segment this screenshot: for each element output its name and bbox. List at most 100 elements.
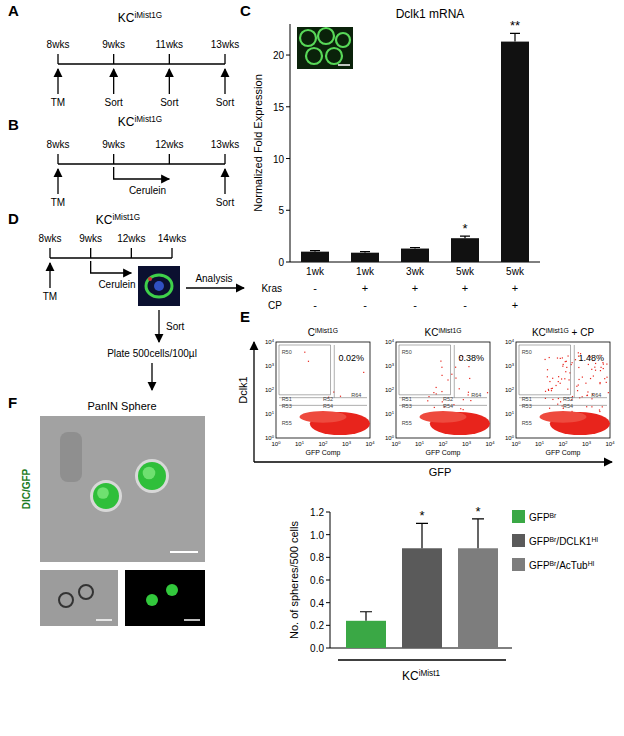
gate-label: R53: [522, 403, 532, 409]
x-axis-title: GFP Comp: [306, 449, 341, 457]
row-value: -: [463, 299, 467, 311]
timepoint-label: 13wks: [211, 139, 239, 150]
superscript: 2: [325, 440, 328, 445]
bar: [458, 548, 498, 648]
event-texture: [436, 393, 437, 394]
gate-label: R51: [282, 396, 292, 402]
legend-swatch: [512, 510, 525, 523]
gate-label: R53: [402, 403, 412, 409]
event-texture: [469, 378, 470, 379]
event-cloud: [420, 411, 467, 423]
sort-label: Sort: [166, 321, 185, 332]
event-texture: [547, 376, 548, 377]
event-texture: [562, 366, 563, 367]
event-arrow: [57, 69, 58, 94]
error-bar: [416, 523, 428, 548]
scale-bar: [338, 64, 350, 66]
bar: [451, 238, 479, 262]
superscript: 3: [349, 440, 352, 445]
sphere: [166, 584, 178, 596]
timeline-title: KCiMist1G: [96, 213, 140, 228]
event-label: TM: [51, 97, 65, 108]
x-tick-label: 100: [512, 440, 522, 448]
superscript: 3: [272, 362, 275, 367]
superscript: iMist1G: [134, 11, 162, 20]
event-texture: [576, 386, 577, 387]
y-tick-label: 102: [265, 386, 275, 394]
x-tick-label: 100: [392, 440, 402, 448]
image-detail: [59, 593, 73, 607]
gate-label: R64: [591, 392, 601, 398]
legend-label: GFPBr/DCLK1HI: [529, 536, 598, 548]
event-texture: [587, 395, 588, 396]
y-tick-label: 0.0: [310, 643, 324, 654]
event-texture: [436, 387, 437, 388]
event-texture: [451, 374, 452, 375]
error-bar: [510, 33, 520, 41]
y-tick-label: 20: [273, 50, 285, 61]
x-tick-label: 102: [319, 440, 329, 448]
text-part: KC: [425, 327, 439, 338]
event-texture: [557, 404, 558, 405]
sphere: [93, 483, 119, 509]
panel-label: D: [8, 210, 19, 227]
timeline-tick: [57, 54, 58, 64]
x-tick-label: 104: [606, 440, 616, 448]
event-texture: [586, 395, 587, 396]
image-title: PanIN Sphere: [87, 400, 156, 412]
span-label: Cerulein: [98, 279, 135, 290]
event-cloud: [540, 411, 587, 423]
event-label: Sort: [104, 97, 123, 108]
superscript: iMist1G: [134, 115, 162, 124]
gate-label: R55: [282, 420, 292, 426]
image-detail: [143, 467, 156, 480]
row-value: +: [362, 282, 368, 294]
x-axis-label: KCiMist1: [402, 669, 440, 684]
superscript: 2: [272, 386, 275, 391]
image-detail: [60, 432, 82, 482]
event-texture: [588, 364, 589, 365]
y-tick-label: 100: [505, 434, 515, 442]
plot-frame: [516, 342, 610, 438]
event-label: Sort: [216, 97, 235, 108]
significance: **: [510, 18, 520, 33]
x-tick-label: 104: [366, 440, 376, 448]
x-axis-label: GFP: [429, 466, 452, 478]
event-texture: [608, 392, 609, 393]
superscript: 0: [512, 434, 515, 439]
significance: *: [475, 504, 480, 519]
row-value: +: [512, 299, 518, 311]
event-label: Sort: [216, 197, 235, 208]
row-value: +: [512, 282, 518, 294]
panel-label: E: [240, 308, 250, 325]
y-axis-label: No. of spheres/500 cells: [288, 520, 300, 639]
bars: [301, 33, 529, 262]
plate-arrow: [151, 363, 152, 390]
event-texture: [561, 378, 562, 379]
text-part: GFP: [529, 560, 550, 571]
scale-bar: [184, 619, 200, 621]
bar: [401, 249, 429, 262]
timepoint-label: 9wks: [102, 39, 125, 50]
y-tick-label: 103: [265, 362, 275, 370]
superscript: 3: [512, 362, 515, 367]
event-texture: [560, 401, 561, 402]
y-tick-label: 10: [273, 154, 285, 165]
legend-swatch: [512, 534, 525, 547]
event-texture: [552, 399, 553, 400]
y-tick-label: 104: [385, 338, 395, 346]
analysis-arrow: [186, 287, 244, 288]
x-tick-label: 100: [272, 440, 282, 448]
gate-label: R54: [563, 403, 573, 409]
event-texture: [440, 361, 441, 362]
y-tick-label: 101: [505, 410, 515, 418]
event-texture: [562, 357, 563, 358]
text-part: C: [308, 327, 315, 338]
superscript: 4: [372, 440, 375, 445]
y-tick-label: 102: [505, 386, 515, 394]
plot-frame: [276, 342, 370, 438]
event-texture: [470, 400, 471, 401]
event-arrow: [57, 169, 58, 194]
x-tick-label: 103: [462, 440, 472, 448]
y-tick: [326, 557, 330, 558]
